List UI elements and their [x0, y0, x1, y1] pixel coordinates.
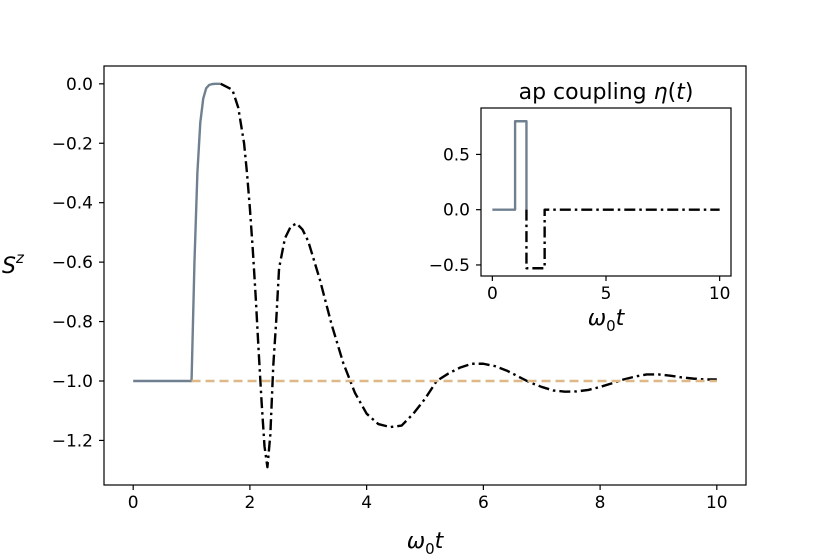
inset-x-ticks: 0 5 10 — [487, 276, 731, 304]
main-x-tick-label: 8 — [595, 493, 606, 513]
main-y-tick-label: −0.2 — [52, 134, 93, 154]
inset-series-line-1-dashdot — [525, 208, 720, 270]
inset-y-tick-label: −0.5 — [429, 256, 470, 276]
main-y-tick-label: 0.0 — [66, 75, 93, 95]
inset-x-tick-label: 0 — [487, 284, 498, 304]
inset-y-tick-label: 0.5 — [443, 145, 470, 165]
main-x-axis-label: ω0t — [407, 529, 445, 554]
main-x-label-omega: ω — [407, 529, 425, 554]
main-x-tick-label: 0 — [128, 493, 139, 513]
inset-y-ticks: 0.5 0.0 −0.5 — [429, 145, 481, 276]
main-x-label-t: t — [435, 529, 445, 554]
main-x-label-sub: 0 — [425, 540, 435, 554]
inset-x-tick-label: 10 — [709, 284, 731, 304]
main-y-tick-label: −0.8 — [52, 313, 93, 333]
main-y-ticks: 0.0 −0.2 −0.4 −0.6 −0.8 −1.0 −1.2 — [52, 75, 104, 451]
main-y-tick-label: −1.0 — [52, 372, 93, 392]
inset-series-line-0-solid — [492, 120, 528, 211]
main-y-tick-label: −0.4 — [52, 194, 93, 214]
main-x-tick-label: 4 — [361, 493, 372, 513]
main-y-axis-label: Sz — [2, 249, 25, 279]
main-series-line-0-solid — [133, 82, 221, 383]
inset-background — [481, 108, 731, 276]
main-chart: 0 2 4 6 8 10 0.0−0.2−0.4−0.6−0.8−1.0−1.2 ω0t … — [2, 65, 747, 554]
inset-x-label-omega: ω — [588, 306, 606, 331]
inset-x-label-t: t — [616, 306, 626, 331]
main-series-line-1-dashdot — [220, 82, 717, 469]
inset-x-label-sub: 0 — [606, 317, 616, 335]
inset-title: ap coupling η(t) — [519, 80, 694, 105]
inset-chart: 0 5 10 0.50.0−0.5 ap coupling η(t) ω0t — [429, 80, 732, 335]
main-plot-frame — [103, 65, 747, 486]
main-series-layer — [133, 82, 717, 469]
main-y-tick-label: −0.6 — [52, 253, 93, 273]
main-y-label-s: S — [2, 254, 16, 279]
inset-y-tick-label: 0.0 — [443, 201, 470, 221]
main-x-tick-label: 6 — [478, 493, 489, 513]
inset-x-axis-label: ω0t — [588, 306, 626, 335]
inset-x-tick-label: 5 — [601, 284, 612, 304]
main-x-tick-label: 10 — [706, 493, 728, 513]
inset-title-paren-close: ) — [685, 80, 694, 105]
main-y-label-sup: z — [15, 249, 25, 267]
inset-title-paren-open: ( — [668, 80, 677, 105]
main-x-tick-label: 2 — [244, 493, 255, 513]
inset-title-t: t — [676, 80, 686, 105]
inset-title-text: ap coupling — [519, 80, 654, 105]
main-y-tick-label: −1.2 — [52, 431, 93, 451]
inset-title-eta: η — [654, 80, 668, 105]
inset-series-layer — [492, 120, 720, 270]
main-x-ticks: 0 2 4 6 8 10 — [128, 485, 728, 513]
